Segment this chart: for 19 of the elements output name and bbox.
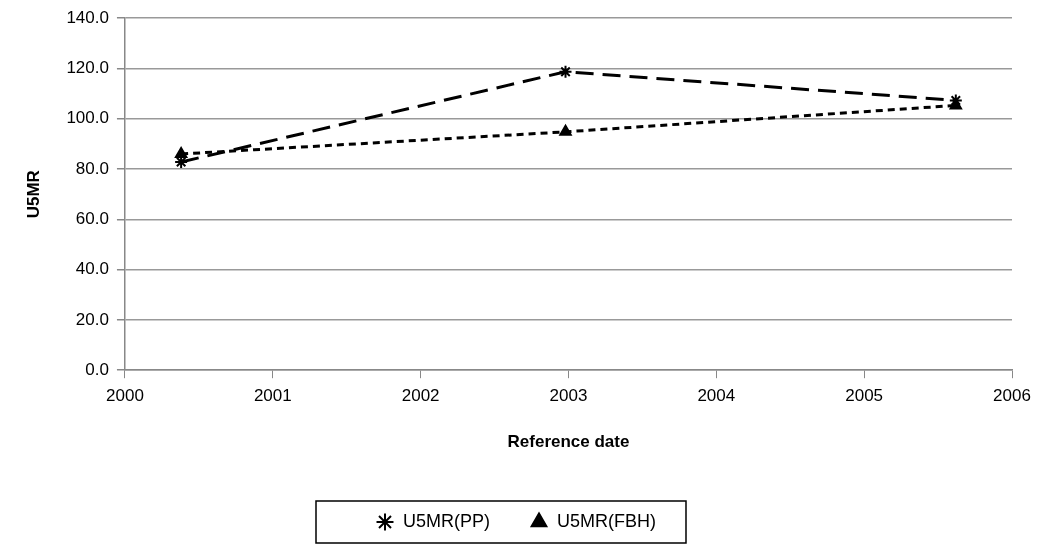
- x-tick-label: 2006: [993, 386, 1031, 406]
- y-axis-title: U5MR: [23, 170, 43, 219]
- x-tick-label: 2001: [253, 386, 292, 406]
- x-tick-label: 2000: [106, 386, 144, 406]
- x-tick-label: 2002: [401, 386, 440, 406]
- legend-label: U5MR(PP): [403, 510, 491, 531]
- x-tick-label: 2005: [845, 386, 884, 406]
- legend-label: U5MR(FBH): [557, 510, 657, 531]
- x-axis-title: Reference date: [507, 432, 630, 452]
- y-tick-label: 80.0: [75, 158, 109, 178]
- x-tick-label: 2003: [549, 386, 588, 406]
- y-tick-label: 140.0: [66, 7, 109, 27]
- y-tick-label: 120.0: [66, 58, 109, 78]
- y-tick-label: 40.0: [75, 259, 109, 279]
- y-tick-label: 20.0: [75, 309, 109, 329]
- y-tick-label: 60.0: [75, 209, 109, 229]
- y-tick-label: 0.0: [85, 359, 109, 379]
- x-tick-label: 2004: [697, 386, 736, 406]
- y-tick-label: 100.0: [66, 108, 109, 128]
